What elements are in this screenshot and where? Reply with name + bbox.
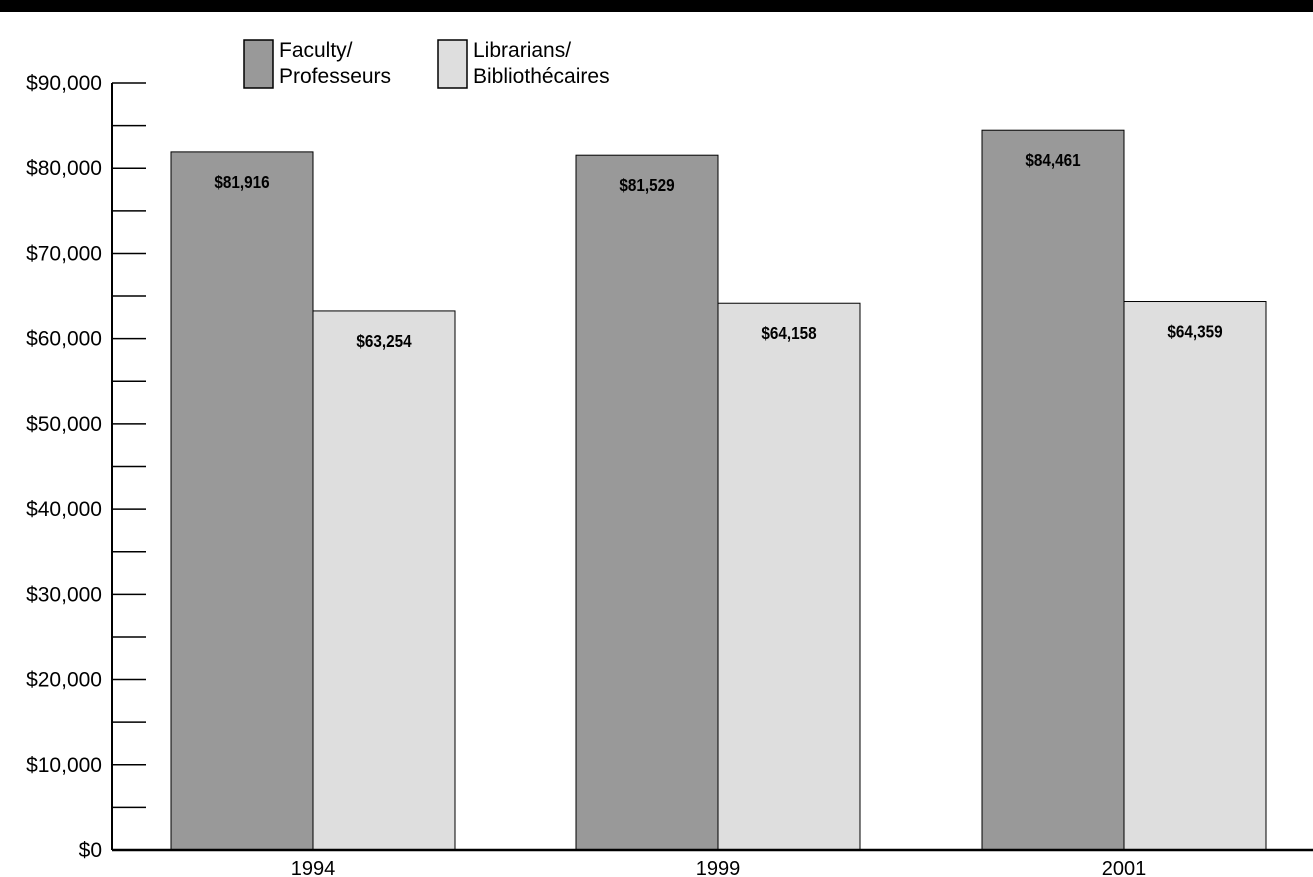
y-tick-label: $90,000 [26,72,102,95]
data-label: $63,254 [356,331,412,351]
legend-label: Professeurs [279,65,391,88]
data-label: $81,529 [619,175,674,195]
legend-label: Bibliothécaires [473,65,610,88]
legend-label: Librarians/ [473,39,571,62]
data-label: $64,359 [1167,321,1222,341]
bar-librarians-1999 [717,302,861,851]
top-black-band [0,0,1313,12]
bar-faculty-1994 [170,151,314,851]
legend: Faculty/Professeurs Librarians/Bibliothéc… [243,39,610,89]
bars: $81,916 $63,254 $81,529 $64,158 $84,461 $64,3… [170,129,1267,851]
data-label: $81,916 [214,172,269,192]
x-axis: 1994 1999 2001 [112,848,1313,877]
y-axis: $0 $10,000 $20,000 $30,000 $40,000 $50,000 $60… [26,72,146,862]
data-label: $84,461 [1025,150,1080,170]
y-tick-label: $10,000 [26,754,102,777]
y-tick-label: $70,000 [26,242,102,265]
y-tick-label: $20,000 [26,669,102,692]
y-tick-label: $40,000 [26,498,102,521]
y-tick-label: $50,000 [26,413,102,436]
y-tick-label: $30,000 [26,583,102,606]
data-label: $64,158 [761,323,816,343]
y-tick-label: $80,000 [26,157,102,180]
legend-label: Faculty/ [279,39,353,62]
legend-swatch-faculty [243,39,274,89]
bar-faculty-2001 [981,129,1125,851]
bar-faculty-1999 [575,154,719,851]
x-category-label: 1999 [696,858,741,877]
bar-librarians-2001 [1123,301,1267,851]
legend-swatch-librarians [437,39,468,89]
bar-librarians-1994 [312,310,456,851]
y-tick-label: $0 [79,839,102,862]
x-category-label: 1994 [291,858,336,877]
y-tick-label: $60,000 [26,328,102,351]
x-category-label: 2001 [1102,858,1147,877]
